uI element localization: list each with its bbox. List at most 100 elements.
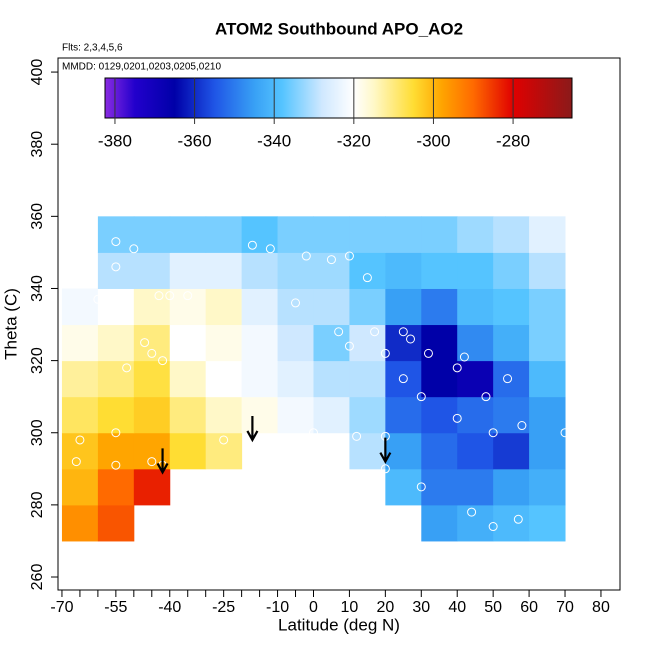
heat-cell (349, 324, 386, 362)
heat-cell (457, 468, 494, 506)
heat-cell (97, 324, 135, 362)
heat-cell (97, 216, 135, 253)
heat-cell (97, 432, 135, 470)
arrow (379, 437, 392, 464)
observation-point (247, 240, 257, 250)
observation-point (488, 428, 498, 438)
heat-cell (97, 396, 135, 434)
colorbar-tick-label: -280 (496, 131, 530, 150)
heat-cell (61, 288, 99, 326)
observation-point (380, 348, 390, 358)
heat-cell (457, 216, 494, 253)
heat-cell (169, 288, 207, 326)
heat-cell (241, 360, 279, 398)
colorbar-tick-label: -340 (257, 131, 291, 150)
heat-cell (385, 396, 422, 434)
x-tick-label: -70 (50, 599, 73, 616)
heat-cell (493, 216, 530, 253)
heat-cell (457, 252, 494, 289)
y-axis-label: Theta (C) (1, 288, 20, 360)
plot-frame (57, 57, 621, 591)
heat-cell (529, 468, 566, 506)
observation-point (165, 291, 175, 301)
x-axis-label: Latitude (deg N) (278, 615, 400, 634)
heat-cell (349, 216, 386, 253)
observation-point (488, 522, 498, 532)
heat-cell (133, 252, 171, 289)
heat-cell (133, 360, 171, 398)
observation-point (140, 338, 150, 348)
x-tick-label: -25 (212, 599, 235, 616)
observation-point (158, 356, 168, 366)
observation-point (370, 327, 380, 337)
heat-cell (457, 396, 494, 434)
heat-cell (133, 396, 171, 434)
heat-cell (421, 360, 458, 398)
observation-point (452, 413, 462, 423)
observation-point (406, 334, 416, 344)
observation-point (362, 273, 372, 283)
y-tick-label: 280 (29, 491, 46, 518)
heat-cell (493, 468, 530, 506)
heat-cell (169, 432, 207, 470)
observation-point (219, 435, 229, 445)
heat-cell (277, 252, 314, 289)
observation-point (481, 392, 491, 402)
heat-cell (349, 396, 386, 434)
observation-point (147, 457, 157, 467)
observation-point (122, 363, 132, 373)
heat-cell (493, 288, 530, 326)
heat-cell (529, 396, 566, 434)
heat-cell (421, 252, 458, 289)
observation-point (352, 431, 362, 441)
heat-cell (385, 432, 422, 470)
observation-point (111, 237, 121, 247)
heat-cell (529, 504, 566, 542)
heat-cell (277, 360, 314, 398)
heat-cell (133, 468, 171, 506)
heat-cell (349, 288, 386, 326)
observation-point (423, 348, 433, 358)
observation-point (517, 421, 527, 431)
x-tick-label: 30 (412, 599, 430, 616)
heat-cell (313, 252, 350, 289)
observation-point (467, 507, 477, 517)
heat-cell (205, 396, 243, 434)
heat-cell (97, 288, 135, 326)
heat-cell (493, 504, 530, 542)
heat-cell (241, 216, 279, 253)
heat-cell (493, 432, 530, 470)
x-tick-label: 40 (448, 599, 466, 616)
heat-cell (133, 288, 171, 326)
observation-point (560, 428, 570, 438)
heat-cell (277, 396, 314, 434)
y-tick-label: 400 (29, 59, 46, 86)
x-tick-label: 20 (376, 599, 394, 616)
heat-cell (529, 216, 566, 253)
y-tick-label: 260 (29, 564, 46, 591)
heat-cell (529, 432, 566, 470)
x-tick-label: 50 (484, 599, 502, 616)
observation-point (308, 428, 318, 438)
observation-point (111, 428, 121, 438)
observation-point (147, 348, 157, 358)
heat-cell (385, 288, 422, 326)
heat-cell (421, 324, 458, 362)
heat-cell (169, 396, 207, 434)
heat-cell (421, 504, 458, 542)
heat-cell (457, 288, 494, 326)
heat-cell (385, 468, 422, 506)
arrow (246, 415, 259, 443)
x-tick-label: -55 (104, 599, 127, 616)
y-tick-label: 360 (29, 203, 46, 230)
heat-cell (205, 216, 243, 253)
heat-cell (313, 396, 350, 434)
heat-cell (277, 216, 314, 253)
observation-point (154, 291, 164, 301)
heat-cell (205, 288, 243, 326)
y-tick-label: 320 (29, 347, 46, 374)
heat-cell (313, 360, 350, 398)
observation-point (513, 514, 523, 524)
heat-cell (313, 288, 350, 326)
